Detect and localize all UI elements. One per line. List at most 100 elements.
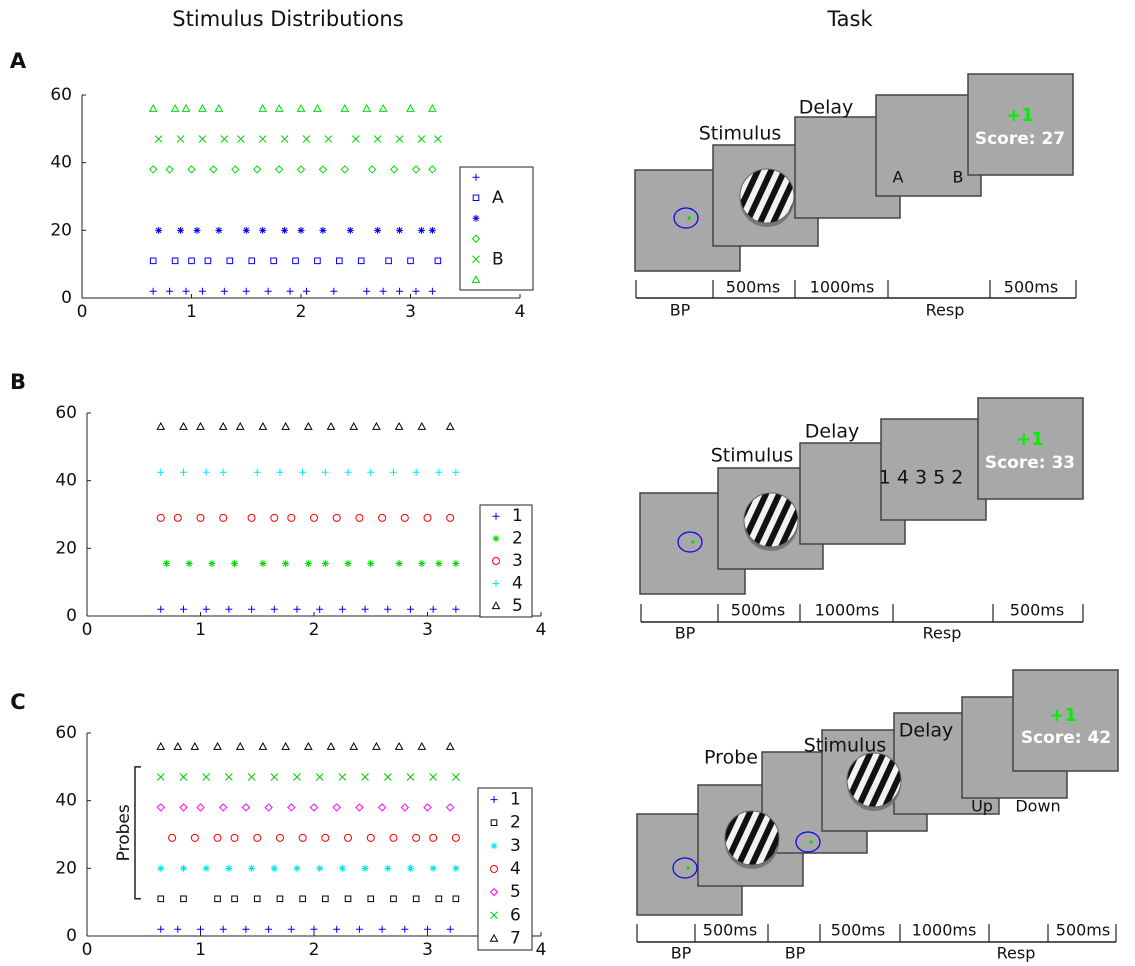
point [452,895,460,903]
timeline-label: 500ms [1004,278,1058,297]
task-text: Score: 33 [985,453,1075,473]
point [361,773,369,781]
point [344,895,352,903]
point [292,257,299,265]
point [179,864,187,872]
fixation-ring [795,831,821,853]
point [428,287,436,295]
point [171,257,179,265]
point [362,104,372,112]
timeline-label: 1000ms [810,278,875,297]
grating [739,168,795,224]
point [417,422,427,430]
point [247,773,256,781]
point [287,925,295,933]
task-text: Down [1015,797,1060,816]
point [383,773,392,781]
point [296,165,306,174]
point [412,287,420,295]
point [417,742,427,750]
point [156,773,165,781]
point [378,513,387,522]
point [219,925,227,933]
point [258,135,267,143]
timeline-label: 500ms [831,921,885,940]
y-tick-label: 40 [55,471,77,491]
point [252,165,262,174]
y-tick-label: 60 [50,85,72,105]
point [253,468,261,476]
point [326,422,336,430]
point [258,104,268,112]
point [435,560,443,568]
point [190,742,200,750]
legend-box [479,504,533,618]
point [452,560,460,568]
point [225,605,233,613]
point [286,287,294,295]
point [148,165,158,174]
point [434,257,442,265]
point [248,864,256,872]
point [384,864,392,872]
point [428,104,437,112]
point [326,742,336,750]
point [357,257,365,265]
point [299,468,307,476]
point [248,257,256,265]
point [225,864,233,872]
point [242,287,250,295]
point [204,257,212,265]
point [208,560,216,568]
point [401,925,409,933]
point [179,773,188,781]
legend-marker [472,214,480,222]
point [182,287,190,295]
point [270,513,279,522]
point [287,803,296,812]
point [363,287,371,295]
point [170,104,180,112]
point [181,104,191,112]
point [452,773,460,781]
bracket [134,766,141,900]
point [333,925,341,933]
point [321,468,329,476]
point [304,560,312,568]
point [156,803,165,812]
point [446,925,454,933]
point [230,833,239,842]
point [451,833,460,842]
point [385,257,392,265]
point [344,468,352,476]
point [400,513,409,522]
legend-label: B [492,249,504,269]
point [390,895,397,903]
task-text: Stimulus [711,445,794,467]
timeline-label: 500ms [703,921,757,940]
legend-marker [490,796,498,804]
legend-marker [472,255,480,264]
point [346,226,354,234]
point [321,833,330,842]
point [180,895,187,903]
x-tick-label: 1 [195,620,206,640]
point [378,925,386,933]
point [395,135,404,143]
point [168,833,177,842]
timeline-label: 500ms [726,278,780,297]
point [247,513,256,522]
point [196,803,205,812]
legend-label: 3 [512,551,523,571]
task-text: Probe [704,747,758,769]
point [324,135,333,143]
point [156,422,166,430]
point [332,803,341,812]
timeline-label: BP [671,944,692,963]
y-tick-label: 20 [55,858,77,878]
point [259,226,267,234]
grating [846,752,902,808]
legend-marker [490,819,498,827]
point [298,833,307,842]
